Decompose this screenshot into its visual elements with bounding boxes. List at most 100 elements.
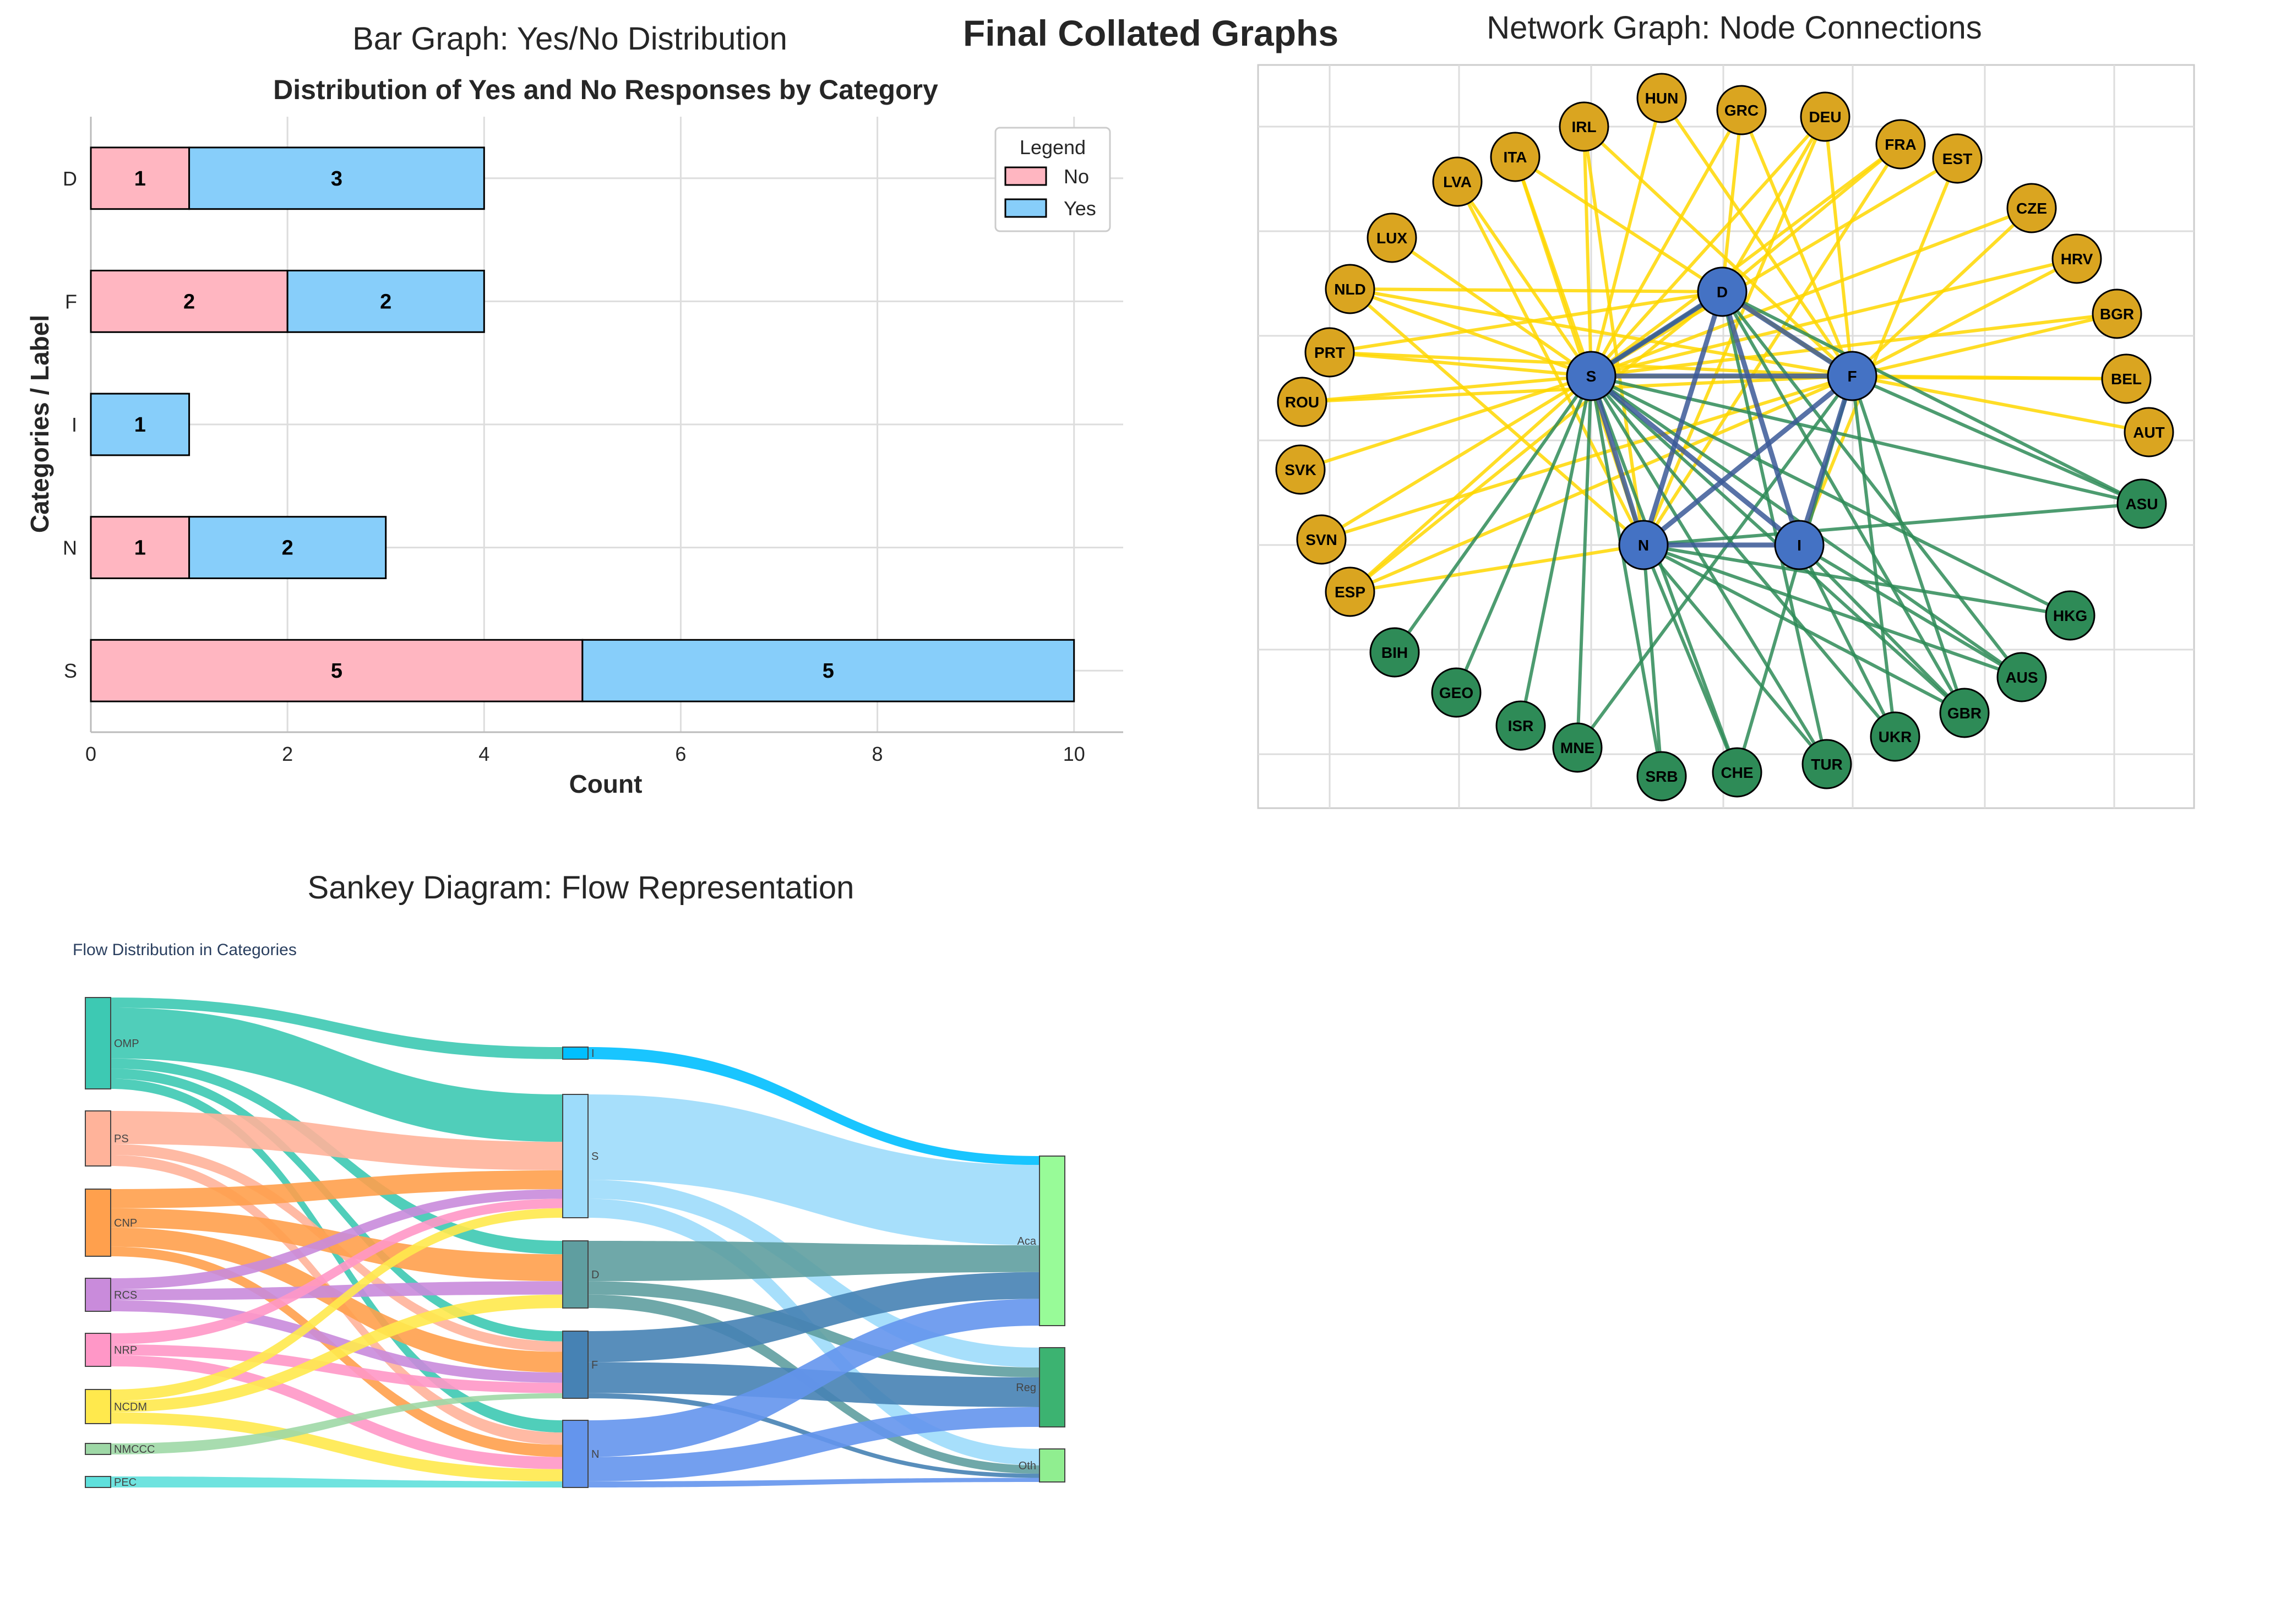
- sankey-node-NMCCC: [85, 1443, 111, 1455]
- edge-yellow-CZE-S: [1590, 206, 2033, 378]
- bar-no-F: [90, 270, 289, 333]
- figure-title: Final Collated Graphs: [963, 13, 1338, 53]
- edge-core-S-N: [1588, 375, 1646, 546]
- sankey-node-PEC: [85, 1476, 111, 1488]
- edge-yellow-BGR-S: [1591, 312, 2118, 378]
- sankey-node-Reg: [1039, 1347, 1065, 1427]
- network-panel-title: Network Graph: Node Connections: [1487, 10, 1982, 46]
- sankey-panel: Sankey Diagram: Flow Representation Flow…: [73, 870, 1065, 1489]
- node-label-TUR: TUR: [1811, 756, 1843, 773]
- sankey-node-label-I: I: [591, 1048, 595, 1060]
- sankey-link-RCS-S: [111, 1189, 563, 1289]
- edge-green-F-ASU: [1851, 374, 2143, 505]
- y-tick-label: F: [65, 290, 77, 313]
- edge-yellow-HRV-S: [1591, 257, 2077, 378]
- node-GRC: [1716, 85, 1767, 135]
- edge-yellow-DEU-D: [1721, 116, 1827, 293]
- node-label-SVN: SVN: [1305, 531, 1337, 548]
- sankey-link-OMP-S: [111, 1007, 563, 1142]
- edge-yellow-IRL-S: [1582, 126, 1593, 377]
- sankey-link-NRP-N: [111, 1355, 563, 1469]
- edge-green-N-CHE: [1642, 544, 1739, 773]
- edge-green-I-GBR: [1798, 543, 1966, 715]
- sankey-nodes: OMP PS CNP RCS NRP NCDM NMCCC PEC I S D F N Aca Reg Oth: [85, 997, 1065, 1489]
- node-label-DEU: DEU: [1809, 108, 1841, 126]
- node-I: [1774, 520, 1825, 570]
- edge-green-I-AUS: [1798, 543, 2023, 679]
- edge-green-N-ASU: [1643, 502, 2142, 547]
- bar-yes-F: [286, 270, 485, 333]
- edge-yellow-ESP-S: [1348, 374, 1593, 593]
- edge-core-D-I: [1719, 291, 1802, 546]
- edge-core-S-I: [1590, 374, 1801, 547]
- node-label-GEO: GEO: [1439, 684, 1473, 701]
- node-S: [1566, 351, 1616, 401]
- sankey-node-S: [562, 1094, 589, 1218]
- edge-core-D-F: [1721, 290, 1854, 378]
- bar-value-label: 3: [331, 167, 342, 190]
- edge-yellow-PRT-S: [1329, 351, 1592, 378]
- edge-yellow-FRA-S: [1590, 143, 1902, 378]
- edge-yellow-DEU-S: [1590, 115, 1827, 378]
- legend-title: Legend: [1020, 136, 1086, 159]
- legend-label-yes: Yes: [1064, 197, 1096, 220]
- sankey-link-PEC-N: [111, 1476, 563, 1487]
- node-label-MNE: MNE: [1560, 739, 1594, 756]
- sankey-node-label-OMP: OMP: [114, 1038, 139, 1050]
- x-tick-label: 6: [675, 743, 686, 765]
- edge-yellow-NLD-F: [1349, 287, 1853, 378]
- network-edges: [1300, 97, 2149, 777]
- sankey-node-label-Reg: Reg: [1016, 1382, 1036, 1394]
- y-tick-label: D: [63, 167, 77, 190]
- edge-yellow-PRT-D: [1329, 290, 1723, 354]
- x-tick-label: 8: [872, 743, 883, 765]
- sankey-title: Flow Distribution in Categories: [73, 941, 297, 959]
- x-tick-label: 2: [282, 743, 293, 765]
- node-label-ROU: ROU: [1285, 394, 1319, 411]
- node-LVA: [1432, 156, 1483, 207]
- node-HKG: [2045, 590, 2096, 641]
- node-label-FRA: FRA: [1885, 136, 1917, 153]
- edge-green-N-TUR: [1642, 544, 1828, 765]
- node-EST: [1932, 133, 1983, 184]
- node-label-D: D: [1717, 284, 1728, 301]
- sankey-link-NCDM-N: [111, 1412, 563, 1481]
- sankey-link-N-Reg: [588, 1407, 1039, 1481]
- sankey-node-CNP: [85, 1189, 111, 1257]
- sankey-links: [111, 998, 1039, 1487]
- sankey-link-S-Aca: [588, 1094, 1039, 1246]
- node-label-LVA: LVA: [1443, 173, 1472, 190]
- sankey-node-label-PS: PS: [114, 1133, 129, 1145]
- bar-no-N: [90, 516, 190, 580]
- edge-green-F-MNE: [1576, 375, 1854, 749]
- sankey-node-label-F: F: [591, 1359, 598, 1371]
- edge-green-S-SRB: [1590, 375, 1663, 777]
- sankey-node-PS: [85, 1110, 111, 1167]
- bar-chart-title: Distribution of Yes and No Responses by …: [273, 74, 938, 105]
- bar-chart-panel: Bar Graph: Yes/No Distribution Distribut…: [25, 21, 1123, 798]
- sankey-link-RCS-D: [111, 1281, 563, 1300]
- sankey-node-label-D: D: [591, 1269, 599, 1281]
- edge-yellow-LUX-S: [1391, 236, 1592, 378]
- node-HRV: [2051, 233, 2102, 284]
- node-label-NLD: NLD: [1334, 281, 1366, 298]
- node-HUN: [1636, 73, 1687, 123]
- edge-yellow-AUT-F: [1852, 374, 2149, 434]
- node-NLD: [1325, 264, 1375, 314]
- edge-yellow-EST-I: [1798, 157, 1959, 546]
- edge-yellow-GRC-S: [1590, 109, 1743, 377]
- node-DEU: [1800, 91, 1850, 142]
- edge-yellow-ROU-S: [1302, 374, 1592, 404]
- node-label-HKG: HKG: [2053, 607, 2087, 624]
- node-BIH: [1369, 627, 1420, 678]
- node-label-BEL: BEL: [2111, 370, 2142, 388]
- sankey-node-NCDM: [85, 1389, 111, 1424]
- sankey-link-CNP-D: [111, 1208, 563, 1282]
- sankey-node-OMP: [85, 997, 111, 1089]
- node-label-AUT: AUT: [2133, 424, 2165, 441]
- edge-green-F-GBR: [1850, 375, 1966, 713]
- y-tick-label: S: [64, 660, 77, 682]
- node-ASU: [2116, 478, 2167, 529]
